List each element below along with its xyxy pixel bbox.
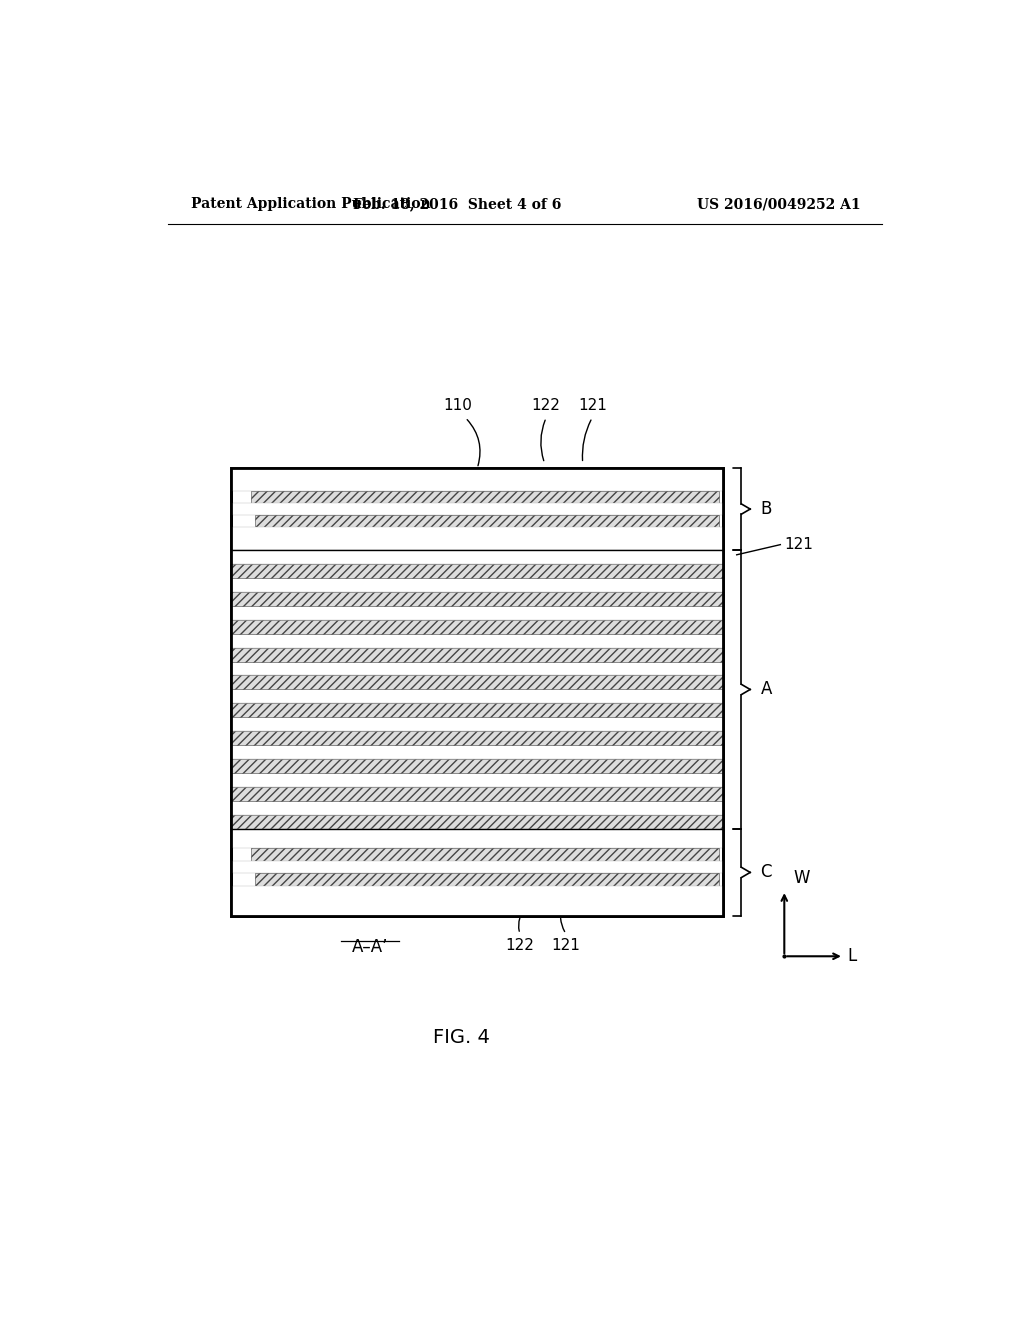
Bar bbox=[231, 469, 723, 916]
Bar bbox=[255, 515, 719, 527]
Bar bbox=[231, 746, 723, 759]
Bar bbox=[231, 731, 723, 746]
Bar bbox=[231, 787, 723, 801]
Text: 122: 122 bbox=[531, 397, 561, 412]
Text: 121: 121 bbox=[784, 537, 813, 552]
Text: L: L bbox=[848, 948, 857, 965]
Text: US 2016/0049252 A1: US 2016/0049252 A1 bbox=[697, 197, 860, 211]
Bar bbox=[231, 549, 723, 564]
Bar bbox=[231, 816, 723, 829]
Bar bbox=[251, 849, 719, 861]
Bar bbox=[231, 469, 723, 491]
Text: 121: 121 bbox=[578, 397, 606, 412]
Bar bbox=[231, 578, 723, 591]
Text: A: A bbox=[761, 681, 772, 698]
Bar bbox=[251, 491, 719, 503]
Bar bbox=[231, 704, 723, 718]
Bar bbox=[231, 886, 723, 916]
Text: A–A’: A–A’ bbox=[352, 939, 388, 956]
Bar bbox=[231, 829, 723, 849]
Bar bbox=[231, 718, 723, 731]
Bar bbox=[231, 503, 723, 515]
Bar bbox=[231, 689, 723, 704]
Text: W: W bbox=[794, 869, 810, 887]
Text: Feb. 18, 2016  Sheet 4 of 6: Feb. 18, 2016 Sheet 4 of 6 bbox=[353, 197, 561, 211]
Bar bbox=[231, 676, 723, 689]
Text: 121: 121 bbox=[552, 939, 581, 953]
Bar bbox=[231, 527, 723, 549]
Text: 122: 122 bbox=[506, 939, 535, 953]
Bar bbox=[231, 591, 723, 606]
Bar bbox=[231, 648, 723, 661]
Bar bbox=[255, 874, 719, 886]
Bar bbox=[231, 606, 723, 619]
Bar bbox=[231, 801, 723, 816]
Text: 110: 110 bbox=[443, 397, 472, 412]
Bar bbox=[231, 774, 723, 787]
Bar bbox=[231, 619, 723, 634]
Text: Patent Application Publication: Patent Application Publication bbox=[191, 197, 431, 211]
Bar bbox=[231, 469, 723, 916]
Text: B: B bbox=[761, 500, 772, 517]
Text: C: C bbox=[761, 863, 772, 882]
Bar bbox=[231, 861, 723, 874]
Bar bbox=[231, 661, 723, 676]
Bar bbox=[231, 759, 723, 774]
Text: FIG. 4: FIG. 4 bbox=[433, 1028, 489, 1047]
Bar bbox=[231, 634, 723, 648]
Bar bbox=[231, 564, 723, 578]
